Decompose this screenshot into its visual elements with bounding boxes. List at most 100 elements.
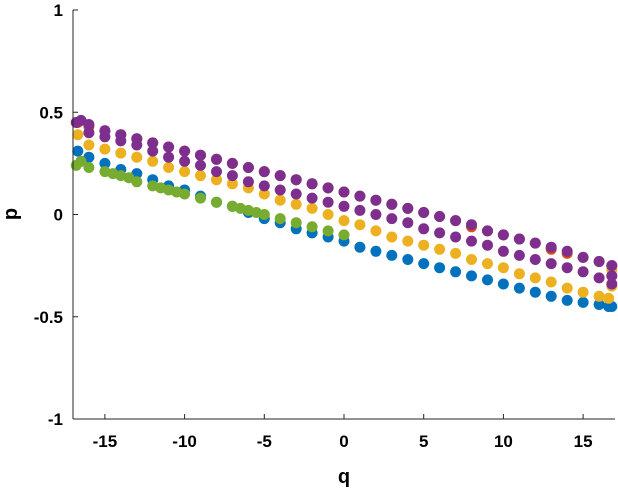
data-points [70,114,618,312]
data-point [322,209,334,220]
data-point [322,225,334,237]
data-point [466,235,477,247]
data-point [195,192,206,204]
data-point [147,145,159,157]
data-point [211,174,222,186]
data-point [577,296,589,308]
data-point [338,186,350,198]
data-point [322,196,334,208]
data-point [386,249,398,261]
data-point [482,274,493,286]
data-point [258,209,270,220]
data-point [179,155,191,167]
data-point [99,143,111,155]
data-point [226,157,238,169]
data-point [402,217,414,229]
data-point [497,229,509,241]
data-point [545,276,557,288]
data-point [131,151,143,163]
data-point [450,215,462,227]
data-point [274,213,286,225]
data-point [606,260,618,272]
data-point [577,251,589,263]
data-point [402,202,414,214]
data-point [402,254,414,265]
data-point [226,170,238,182]
data-point [593,256,605,267]
data-point [529,272,541,284]
data-point [370,194,382,206]
data-point [561,262,573,274]
data-point [211,196,222,208]
data-point [83,162,95,173]
data-point [274,184,286,196]
data-point [226,178,238,190]
x-tick-label: 10 [494,432,513,451]
data-point [99,131,111,143]
data-point [179,166,191,178]
data-point [482,239,493,251]
data-point [593,272,605,284]
data-point [242,176,254,188]
data-point [529,237,541,249]
ticks: -15 -10 -5 0 5 10 15 1 0.5 0 -0.5 -1 [34,1,593,451]
data-point [450,266,462,278]
data-point [115,135,127,147]
data-point [545,241,557,253]
data-point [163,151,175,163]
data-point [513,268,525,280]
data-point [545,258,557,270]
data-point [306,202,318,214]
data-point [354,241,366,253]
data-point [195,149,206,161]
data-point [513,233,525,245]
data-point [402,235,414,247]
data-point [147,155,159,167]
series-5 [70,155,350,241]
data-point [593,299,605,310]
x-tick-label: -10 [172,432,197,451]
data-point [434,227,446,239]
data-point [418,239,430,251]
axes [72,10,615,420]
data-point [179,188,191,200]
data-point [434,262,446,274]
data-point [370,245,382,257]
data-point [338,215,350,227]
data-point [83,119,95,130]
data-point [354,219,366,231]
data-point [497,278,509,290]
data-point [72,129,84,141]
data-point [482,258,493,270]
data-point [179,145,191,157]
data-point [322,182,334,194]
data-point [354,190,366,202]
data-point [603,292,615,304]
x-axis-label: q [338,466,350,488]
data-point [290,217,302,229]
data-point [75,155,87,167]
data-point [466,254,477,265]
data-point [242,162,254,173]
y-tick-label: -1 [48,410,63,429]
data-point [195,159,206,171]
series-1 [72,145,618,312]
data-point [513,249,525,261]
data-point [290,188,302,200]
data-point [72,145,84,157]
data-point [258,188,270,200]
data-point [370,225,382,237]
data-point [147,137,159,149]
data-point [434,243,446,255]
data-point [466,219,477,231]
data-point [258,180,270,192]
data-point [561,282,573,294]
x-tick-label: 0 [339,432,348,451]
data-point [529,254,541,265]
data-point [115,147,127,159]
data-point [606,270,618,282]
data-point [482,225,493,237]
data-point [606,278,618,290]
series-4 [70,114,618,290]
data-point [593,290,605,302]
